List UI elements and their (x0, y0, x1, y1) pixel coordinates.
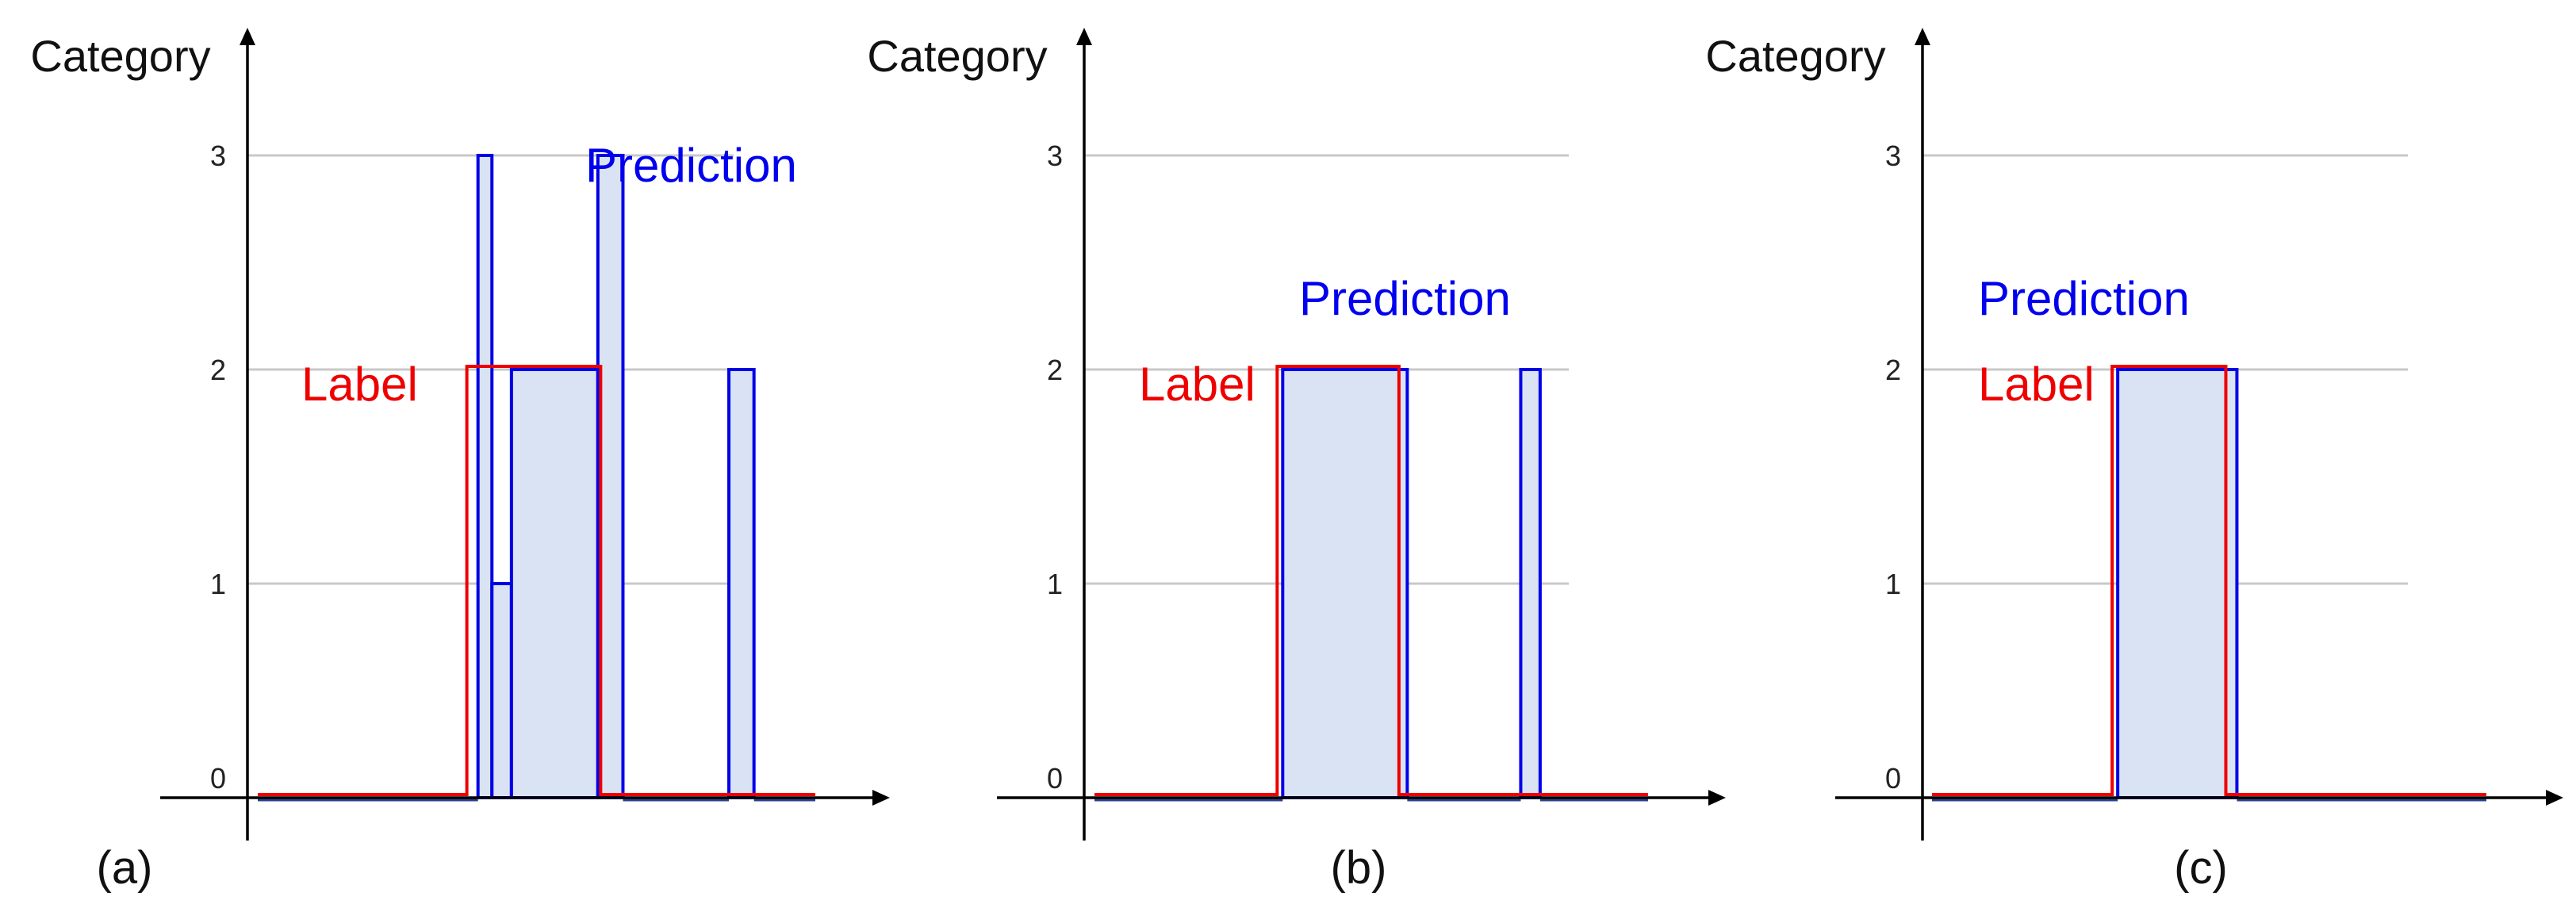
y-tick-label: 1 (1047, 568, 1063, 600)
panel-label: (b) (1331, 842, 1387, 894)
y-tick-label: 3 (1885, 140, 1901, 172)
y-axis-arrow-icon (1915, 28, 1930, 45)
chart-panel-b: 0 1 2 3 Category (b) Prediction Label (867, 28, 1726, 894)
prediction-bar (509, 368, 600, 799)
y-tick-label: 1 (1885, 568, 1901, 600)
y-tick-label: 2 (1047, 354, 1063, 386)
y-axis-title: Category (30, 31, 210, 81)
y-tick-label: 2 (1885, 354, 1901, 386)
y-tick-label: 0 (1047, 762, 1063, 795)
prediction-bar (490, 582, 513, 799)
chart-panel-c: 0 1 2 3 Category (c) Prediction Label (1705, 28, 2563, 894)
y-tick-label: 2 (210, 354, 226, 386)
y-tick-label: 3 (1047, 140, 1063, 172)
label-step-line (1932, 365, 2486, 796)
x-axis-arrow-icon (2546, 790, 2563, 806)
y-axis-title: Category (867, 31, 1047, 81)
prediction-annotation: Prediction (1978, 272, 2190, 325)
prediction-bar (1519, 368, 1542, 799)
y-axis-arrow-icon (1076, 28, 1092, 45)
x-axis-arrow-icon (872, 790, 890, 806)
y-axis-title: Category (1705, 31, 1885, 81)
prediction-bar (727, 368, 756, 799)
label-annotation: Label (301, 358, 418, 411)
label-step-line (1094, 365, 1648, 796)
prediction-bar (2116, 368, 2239, 799)
y-tick-label: 3 (210, 140, 226, 172)
prediction-annotation: Prediction (1299, 272, 1511, 325)
prediction-bar (476, 154, 494, 799)
y-axis-arrow-icon (240, 28, 255, 45)
panel-label: (a) (97, 842, 153, 894)
prediction-bar (1281, 368, 1409, 799)
prediction-annotation: Prediction (585, 139, 797, 192)
y-tick-label: 0 (1885, 762, 1901, 795)
label-step-line (258, 365, 815, 796)
y-tick-label: 0 (210, 762, 226, 795)
chart-panel-a: 0 1 2 3 Category (a) Prediction Label (30, 28, 890, 894)
x-axis-arrow-icon (1708, 790, 1726, 806)
y-tick-label: 1 (210, 568, 226, 600)
label-annotation: Label (1139, 358, 1255, 411)
panel-label: (c) (2174, 842, 2228, 894)
label-annotation: Label (1978, 358, 2095, 411)
